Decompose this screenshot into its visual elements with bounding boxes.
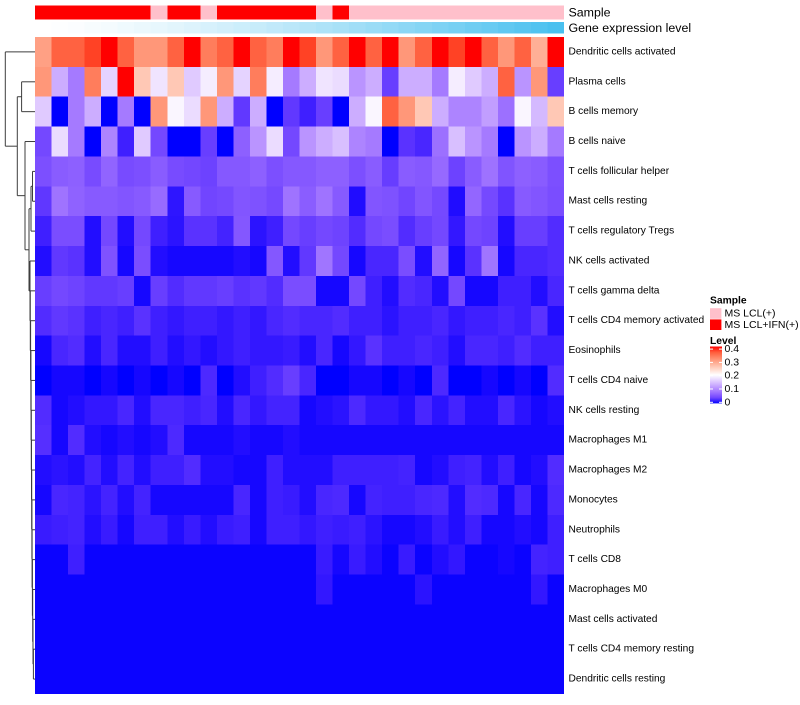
svg-text:0.2: 0.2 [725,370,740,382]
svg-text:T cells follicular helper: T cells follicular helper [569,166,670,177]
svg-text:Dendritic cells activated: Dendritic cells activated [569,46,676,57]
svg-text:T cells regulatory Tregs: T cells regulatory Tregs [569,226,675,237]
svg-text:T cells CD4 memory resting: T cells CD4 memory resting [569,644,695,655]
svg-text:B cells memory: B cells memory [569,106,640,117]
svg-text:0.1: 0.1 [725,383,740,395]
svg-text:T cells CD4 naive: T cells CD4 naive [569,375,649,386]
svg-text:Sample: Sample [569,6,611,20]
svg-text:Level: Level [710,336,736,347]
svg-text:T cells CD8: T cells CD8 [569,554,622,565]
svg-text:Eosinophils: Eosinophils [569,345,621,356]
svg-text:0: 0 [725,396,731,408]
svg-text:0.3: 0.3 [725,356,740,368]
svg-text:NK cells resting: NK cells resting [569,405,640,416]
svg-text:T cells gamma delta: T cells gamma delta [569,285,660,296]
svg-text:Sample: Sample [710,296,747,307]
svg-text:Mast cells activated: Mast cells activated [569,614,658,625]
svg-text:Neutrophils: Neutrophils [569,524,621,535]
svg-text:NK cells activated: NK cells activated [569,256,650,267]
svg-text:MS LCL(+): MS LCL(+) [725,308,776,320]
svg-text:Dendritic cells resting: Dendritic cells resting [569,674,666,685]
svg-text:T cells CD4 memory activated: T cells CD4 memory activated [569,315,705,326]
svg-text:Macrophages M2: Macrophages M2 [569,465,648,476]
svg-text:Plasma cells: Plasma cells [569,76,626,87]
svg-text:Mast cells resting: Mast cells resting [569,196,648,207]
svg-text:Macrophages M1: Macrophages M1 [569,435,648,446]
svg-text:Macrophages M0: Macrophages M0 [569,584,648,595]
svg-text:MS LCL+IFN(+): MS LCL+IFN(+) [725,319,799,331]
svg-text:0.4: 0.4 [725,343,740,355]
svg-text:B cells naive: B cells naive [569,136,627,147]
svg-text:Gene expression level: Gene expression level [569,21,692,35]
svg-text:Monocytes: Monocytes [569,494,618,505]
